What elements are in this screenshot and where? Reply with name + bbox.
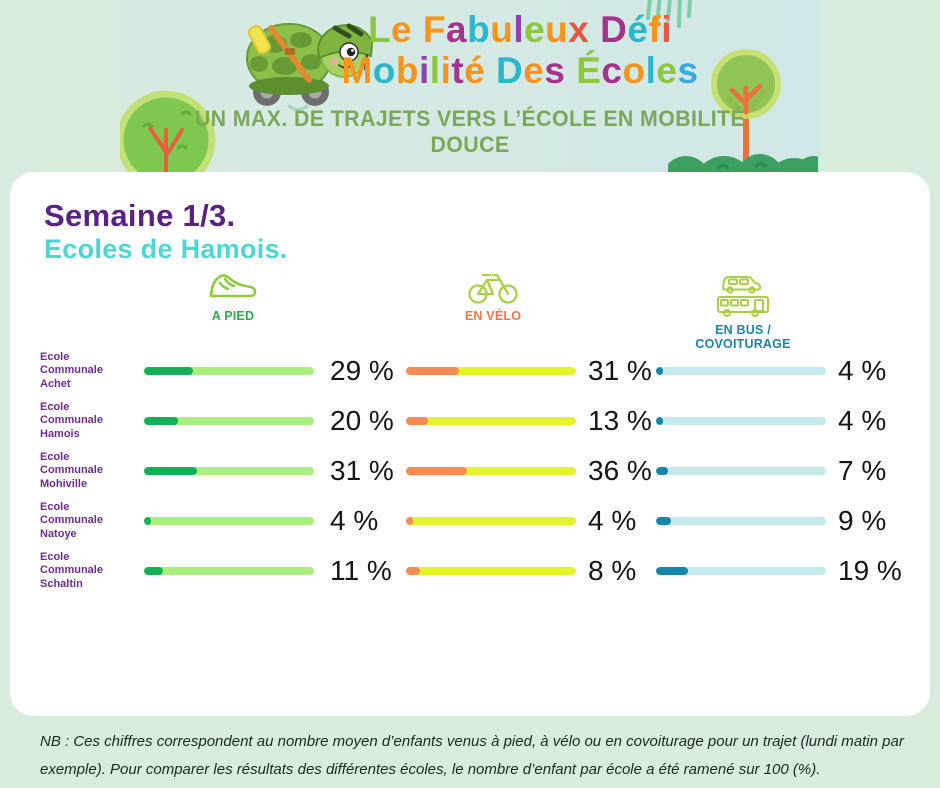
bar-cell-pied [144, 467, 322, 475]
bar-track [656, 367, 826, 375]
bar-value: 4 % [838, 405, 887, 436]
bar-cell-pied [144, 567, 322, 575]
banner-subtitle: UN MAX. DE TRAJETS VERS L’ÉCOLE EN MOBIL… [194, 106, 746, 157]
bar-track [406, 467, 576, 475]
bar-cell-velo [406, 517, 580, 525]
bar-fill [144, 517, 151, 525]
bar-value: 4 % [838, 355, 887, 386]
banner: Le Fabuleux Défi Mobilité Des Écoles UN … [120, 0, 820, 180]
bar-track [656, 517, 826, 525]
school-label: Ecole Communale Natoye [40, 501, 103, 540]
bar-fill [656, 517, 672, 525]
bar-value: 8 % [588, 555, 637, 586]
bar-fill [656, 467, 668, 475]
bar-track [656, 417, 826, 425]
bar-track [144, 417, 314, 425]
bar-value: 7 % [838, 455, 887, 486]
bar-cell-pied [144, 517, 322, 525]
bar-track [406, 367, 576, 375]
column-label: A PIED [211, 309, 255, 323]
bar-fill [656, 367, 663, 375]
bicycle-icon [468, 273, 518, 304]
bar-fill [656, 567, 689, 575]
column-header-en-velo: EN VÉLO [406, 264, 580, 323]
column-label: EN BUS / COVOITURAGE [695, 323, 791, 352]
bar-fill [406, 367, 459, 375]
mobility-bar-chart: A PIED EN VÉLO [40, 264, 910, 596]
bar-value: 36 % [588, 455, 652, 486]
shoe-icon [209, 274, 257, 298]
bar-cell-bus [656, 517, 830, 525]
bar-value: 11 % [330, 555, 392, 586]
bar-cell-velo [406, 367, 580, 375]
school-label: Ecole Communale Hamois [40, 401, 103, 440]
bar-value: 9 % [838, 505, 887, 536]
bar-cell-bus [656, 467, 830, 475]
bar-value: 13 % [588, 405, 652, 436]
bar-cell-velo [406, 567, 580, 575]
school-label: Ecole Communale Mohiville [40, 451, 103, 490]
results-card: Semaine 1/3. Ecoles de Hamois. A PIED [10, 172, 930, 716]
bar-cell-pied [144, 417, 322, 425]
week-title: Semaine 1/3. [44, 198, 236, 233]
bar-cell-velo [406, 467, 580, 475]
grass-stripes-decoration [646, 0, 692, 28]
bar-value: 31 % [330, 455, 394, 486]
bar-cell-bus [656, 367, 830, 375]
bar-track [144, 367, 314, 375]
bar-track [144, 467, 314, 475]
bar-value: 4 % [588, 505, 637, 536]
bar-value: 19 % [838, 555, 902, 586]
banner-title-line1: Le Fabuleux Défi [367, 9, 673, 50]
school-label: Ecole Communale Schaltin [40, 551, 103, 590]
footer-note: NB : Ces chiffres correspondent au nombr… [40, 733, 904, 778]
bar-cell-bus [656, 567, 830, 575]
bar-fill [406, 467, 468, 475]
bar-cell-velo [406, 417, 580, 425]
bar-track [144, 517, 314, 525]
school-label: Ecole Communale Achet [40, 351, 103, 390]
bar-track [406, 417, 576, 425]
bar-track [656, 567, 826, 575]
bar-fill [406, 567, 420, 575]
bar-fill [406, 517, 413, 525]
bar-cell-pied [144, 367, 322, 375]
bar-value: 4 % [330, 505, 379, 536]
bar-track [656, 467, 826, 475]
banner-title-line2: Mobilité Des Écoles [341, 49, 699, 91]
bar-fill [144, 417, 178, 425]
column-header-en-bus: EN BUS / COVOITURAGE [656, 264, 830, 352]
school-group-title: Ecoles de Hamois. [44, 234, 288, 264]
bar-fill [406, 417, 429, 425]
banner-title: Le Fabuleux Défi Mobilité Des Écoles [290, 9, 750, 91]
bar-fill [144, 467, 197, 475]
bar-fill [144, 567, 163, 575]
bar-fill [144, 367, 194, 375]
bar-value: 31 % [588, 355, 652, 386]
column-label: EN VÉLO [464, 309, 522, 323]
bar-value: 29 % [330, 355, 394, 386]
bar-track [144, 567, 314, 575]
bar-cell-bus [656, 417, 830, 425]
bar-track [406, 567, 576, 575]
tree-icon [120, 90, 216, 180]
column-header-a-pied: A PIED [144, 264, 322, 323]
bar-fill [656, 417, 663, 425]
bus-icon [717, 276, 769, 317]
turtle-mascot-icon [246, 23, 374, 111]
bar-value: 20 % [330, 405, 394, 436]
bar-track [406, 517, 576, 525]
